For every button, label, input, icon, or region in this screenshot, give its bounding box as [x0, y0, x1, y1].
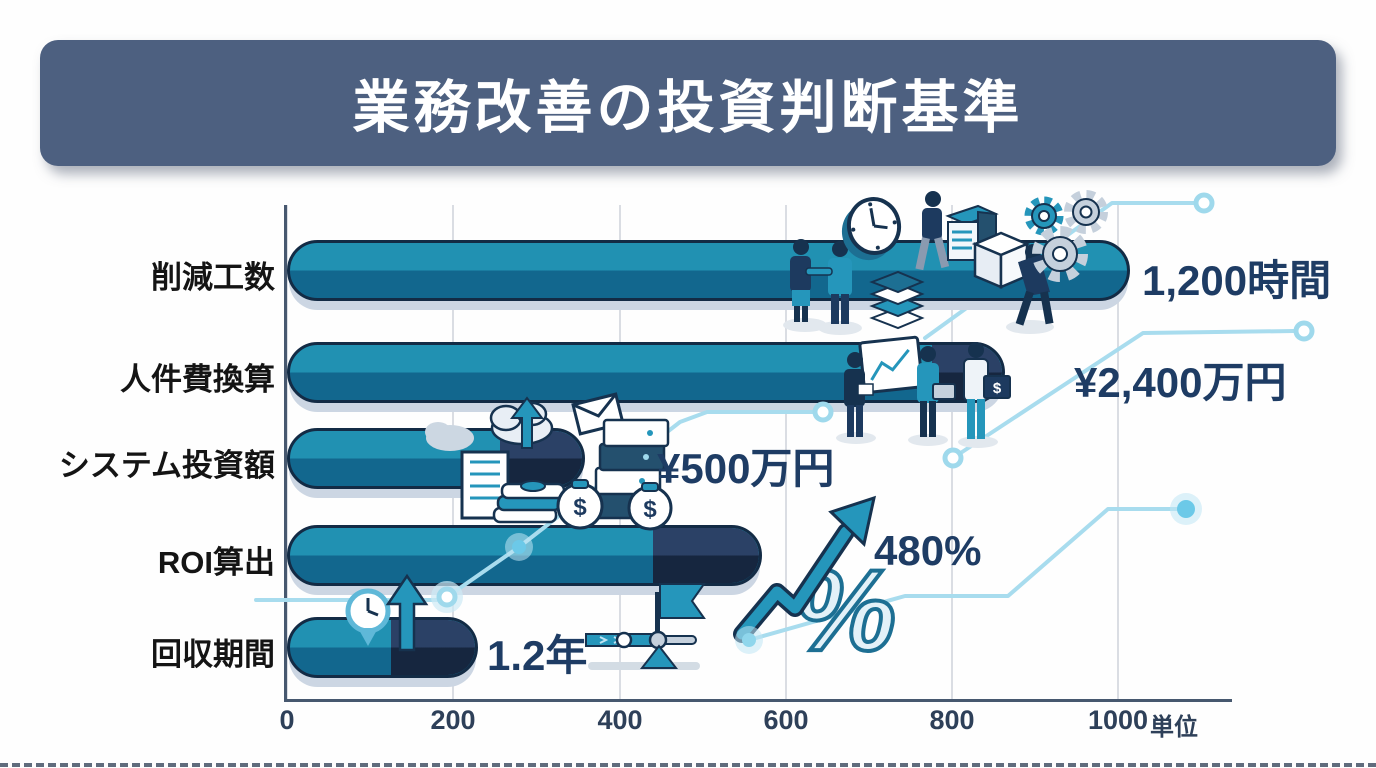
calculator-person-icon [836, 346, 956, 446]
money-bag-icon: $ [556, 479, 604, 530]
handshake-people-icon [783, 239, 862, 335]
value-label: 1,200時間 [1142, 257, 1332, 304]
milestone-flag-timeline-icon [585, 583, 706, 670]
x-tick-label: 400 [597, 705, 643, 735]
x-tick-label: 800 [929, 705, 975, 735]
svg-text:$: $ [993, 380, 1002, 397]
y-axis-line [284, 205, 287, 701]
circuit-node-ring [431, 192, 1315, 613]
growth-arrow-icon [733, 495, 877, 643]
gear-icon [1064, 190, 1108, 234]
money-stack-icon [492, 480, 566, 524]
category-label: 回収期間 [151, 637, 275, 672]
up-arrow-icon [385, 573, 429, 652]
category-label: 削減工数 [151, 260, 275, 295]
gridline [785, 205, 787, 701]
circuit-line [951, 329, 1296, 460]
gridline [1117, 205, 1119, 701]
circuit-line [747, 507, 1180, 642]
value-label: ¥500万円 [657, 445, 835, 492]
svg-text:$: $ [573, 494, 587, 521]
clock-pin-icon [345, 588, 391, 646]
value-label: 1.2年 [487, 632, 588, 679]
page-title: 業務改善の投資判断基準 [352, 76, 1024, 140]
books-stack-icon [869, 270, 925, 330]
presentation-chart-icon [858, 335, 924, 394]
cloud-upload-icon [425, 396, 554, 451]
gear-icon [1024, 196, 1064, 236]
category-label: 人件費換算 [120, 362, 275, 397]
money-bag-icon: $ [627, 482, 673, 531]
title-banner: 業務改善の投資判断基準 [40, 40, 1336, 166]
clock-icon [841, 197, 902, 261]
x-tick-label: 1000 [1087, 705, 1149, 735]
svg-text:%: % [794, 547, 896, 675]
circuit-glow-dot [505, 493, 1202, 654]
money-box-person-icon: $ [958, 342, 1011, 448]
cube-icon [971, 231, 1031, 289]
category-label: ROI算出 [157, 545, 275, 580]
category-label: システム投資額 [58, 448, 275, 483]
gear-icon [1032, 226, 1088, 282]
pushing-person-icon [1006, 244, 1054, 334]
bar-accent-segment [653, 528, 759, 583]
x-tick-label: 600 [763, 705, 809, 735]
value-label: 480% [874, 527, 982, 574]
svg-text:$: $ [643, 496, 657, 523]
x-axis-unit-label: 単位 [1150, 714, 1198, 741]
bottom-dashed-edge [0, 763, 1376, 767]
x-tick-label: 200 [430, 705, 476, 735]
x-axis-line [284, 699, 1232, 702]
value-label: ¥2,400万円 [1074, 359, 1287, 406]
x-tick-label: 0 [279, 705, 295, 735]
percent-icon: % [792, 545, 898, 677]
